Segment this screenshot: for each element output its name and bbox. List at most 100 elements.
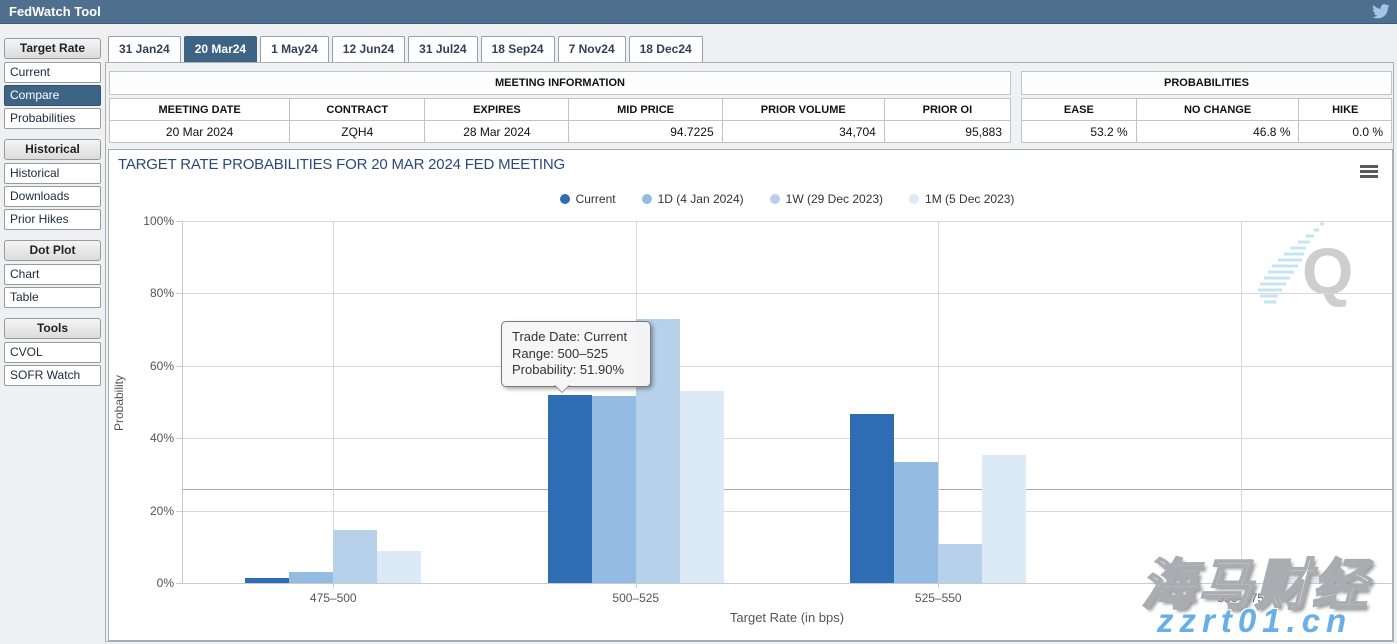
bar-1w-29-dec-2023-475-500[interactable] [333,530,377,583]
chart-menu-icon[interactable] [1360,165,1378,178]
legend-item-current[interactable]: Current [560,192,616,206]
y-axis-label: 80% [118,286,174,300]
gridline-horizontal [182,293,1392,294]
tab-1-may24[interactable]: 1 May24 [260,36,329,62]
tab-18-dec24[interactable]: 18 Dec24 [629,36,703,62]
sidebar-section-dot-plot: Dot Plot ChartTable [4,240,101,308]
tab-20-mar24[interactable]: 20 Mar24 [184,36,257,62]
meeting-information-table: MEETING INFORMATION MEETING DATECONTRACT… [109,71,1011,143]
y-axis-label: 100% [118,214,174,228]
cell-no-change: 46.8 % [1136,121,1299,143]
x-axis-label: 525–550 [878,591,998,605]
x-axis-label: 500–525 [576,591,696,605]
y-axis-label: 0% [118,576,174,590]
sidebar-section-target-rate: Target Rate CurrentCompareProbabilities [4,38,101,129]
cell-hike: 0.0 % [1299,121,1392,143]
app-header: FedWatch Tool [0,0,1397,24]
sidebar-header-historical: Historical [4,139,101,160]
sidebar-header-dot-plot: Dot Plot [4,240,101,261]
legend-label: Current [576,192,616,206]
col-header-no-change: NO CHANGE [1136,99,1299,121]
app-title: FedWatch Tool [0,4,101,19]
bar-current-525-550[interactable] [850,414,894,583]
gridline-horizontal [182,366,1392,367]
col-header-prior-volume: PRIOR VOLUME [722,99,884,121]
quikstrike-logo: Q [1214,218,1374,310]
legend-item-1m-5-dec-2023[interactable]: 1M (5 Dec 2023) [909,192,1014,206]
gridline-vertical [333,221,334,583]
chart-legend: Current 1D (4 Jan 2024) 1W (29 Dec 2023) 1M… [182,192,1392,206]
cell-expires: 28 Mar 2024 [425,121,569,143]
tab-7-nov24[interactable]: 7 Nov24 [558,36,626,62]
chart-panel: TARGET RATE PROBABILITIES FOR 20 MAR 202… [108,149,1393,641]
cell-ease: 53.2 % [1022,121,1137,143]
x-axis-label: 475–500 [273,591,393,605]
col-header-hike: HIKE [1299,99,1392,121]
legend-label: 1D (4 Jan 2024) [658,192,744,206]
y-axis-label: 60% [118,359,174,373]
sidebar-header-target-rate: Target Rate [4,38,101,59]
legend-dot-icon [909,194,919,204]
legend-dot-icon [642,194,652,204]
bar-1d-4-jan-2024-500-525[interactable] [592,396,636,583]
legend-dot-icon [770,194,780,204]
y-axis-line [182,221,183,583]
sidebar-item-table[interactable]: Table [4,287,101,308]
col-header-prior-oi: PRIOR OI [884,99,1010,121]
bar-1d-4-jan-2024-475-500[interactable] [289,572,333,583]
gridline-vertical [938,221,939,583]
bar-1m-5-dec-2023-525-550[interactable] [982,455,1026,583]
chart-tooltip: Trade Date: Current Range: 500–525 Proba… [501,321,651,387]
sidebar-item-probabilities[interactable]: Probabilities [4,108,101,129]
bar-1m-5-dec-2023-475-500[interactable] [377,551,421,583]
sidebar-section-tools: Tools CVOLSOFR Watch [4,318,101,386]
cell-contract: ZQH4 [290,121,425,143]
sidebar-item-compare[interactable]: Compare [4,85,101,106]
twitter-icon[interactable] [1371,4,1391,20]
col-header-expires: EXPIRES [425,99,569,121]
sidebar: Target Rate CurrentCompareProbabilities Hi… [4,38,101,396]
probabilities-table: PROBABILITIES EASENO CHANGEHIKE53.2 %46.… [1021,71,1392,143]
bar-1w-29-dec-2023-525-550[interactable] [938,544,982,583]
col-header-ease: EASE [1022,99,1137,121]
cell-mid-price: 94.7225 [569,121,722,143]
y-axis-title: Probability [112,375,126,431]
chart-title: TARGET RATE PROBABILITIES FOR 20 MAR 202… [118,156,565,173]
gridline-vertical [1241,221,1242,583]
bar-1d-4-jan-2024-525-550[interactable] [894,462,938,583]
bar-current-500-525[interactable] [548,395,592,583]
bar-1m-5-dec-2023-500-525[interactable] [680,391,724,583]
watermark-site-url: zzrt01.cn [1157,602,1352,640]
cell-prior-oi: 95,883 [884,121,1010,143]
cell-prior-volume: 34,704 [722,121,884,143]
tab-18-sep24[interactable]: 18 Sep24 [481,36,555,62]
tooltip-probability: Probability: 51.90% [512,362,640,379]
sidebar-item-historical[interactable]: Historical [4,163,101,184]
legend-item-1d-4-jan-2024[interactable]: 1D (4 Jan 2024) [642,192,744,206]
sidebar-item-cvol[interactable]: CVOL [4,342,101,363]
sidebar-header-tools: Tools [4,318,101,339]
legend-item-1w-29-dec-2023[interactable]: 1W (29 Dec 2023) [770,192,883,206]
sidebar-item-downloads[interactable]: Downloads [4,186,101,207]
col-header-meeting-date: MEETING DATE [110,99,290,121]
tab-31-jul24[interactable]: 31 Jul24 [408,36,477,62]
sidebar-item-sofr-watch[interactable]: SOFR Watch [4,365,101,386]
sidebar-section-historical: HistoricalHistoricalDownloadsPrior Hikes [4,139,101,230]
gridline-horizontal [182,438,1392,439]
gridline-horizontal [182,511,1392,512]
sidebar-item-prior-hikes[interactable]: Prior Hikes [4,209,101,230]
meeting-date-tabs: 31 Jan2420 Mar241 May2412 Jun2431 Jul241… [108,36,706,62]
y-axis-label: 20% [118,504,174,518]
sidebar-item-chart[interactable]: Chart [4,264,101,285]
tooltip-range: Range: 500–525 [512,346,640,363]
tab-31-jan24[interactable]: 31 Jan24 [108,36,181,62]
sidebar-item-current[interactable]: Current [4,62,101,83]
col-header-mid-price: MID PRICE [569,99,722,121]
hover-crosshair-line [182,489,1392,490]
gridline-horizontal [182,221,1392,222]
y-axis-label: 40% [118,431,174,445]
legend-dot-icon [560,194,570,204]
tab-12-jun24[interactable]: 12 Jun24 [332,36,405,62]
col-header-contract: CONTRACT [290,99,425,121]
tooltip-trade-date: Trade Date: Current [512,329,640,346]
